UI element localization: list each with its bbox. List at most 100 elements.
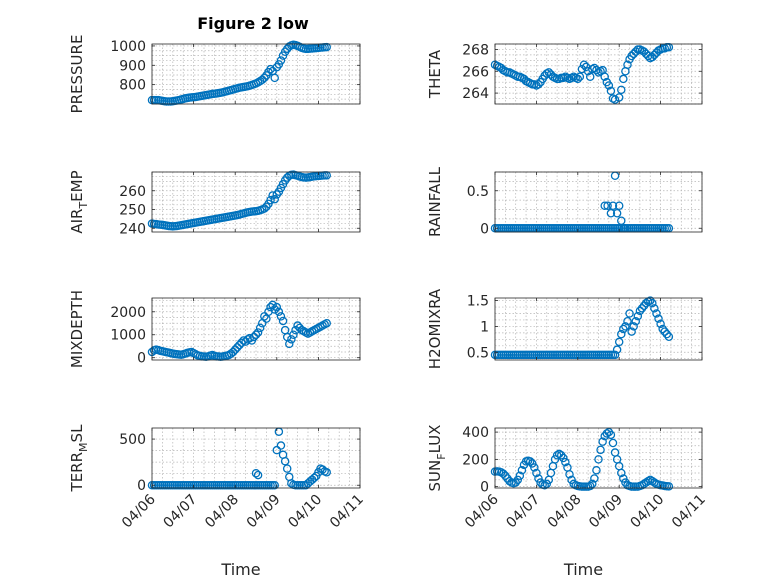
data-point — [505, 476, 514, 486]
x-tick-label: 04/07 — [161, 492, 201, 532]
data-point — [603, 201, 612, 210]
data-point — [596, 445, 605, 455]
data-point — [623, 316, 632, 326]
data-point — [579, 60, 589, 69]
plot-area — [495, 172, 702, 232]
y-tick-label: 800 — [119, 78, 146, 94]
data-point — [517, 466, 527, 475]
data-point — [251, 468, 261, 478]
data-point — [245, 333, 255, 343]
subplot-mixdepth: 0 1000 2000 MIXDEPTH — [68, 290, 361, 368]
data-point — [530, 463, 539, 472]
y-tick-label: 0 — [137, 478, 146, 494]
axes-box — [151, 171, 361, 233]
data-point — [664, 332, 674, 341]
data-point — [585, 481, 595, 491]
data-point — [643, 51, 653, 61]
y-axis-label: H2OMIXRA — [426, 288, 444, 369]
data-point — [513, 475, 523, 485]
y-tick-label: 268 — [462, 42, 489, 58]
y-tick-label: 0 — [480, 480, 489, 496]
data-point — [585, 72, 595, 81]
axes-box — [494, 171, 703, 233]
y-axis-label: RAINFALL — [426, 166, 444, 237]
y-axis-label: MIXDEPTH — [68, 290, 86, 368]
y-tick-label: 1000 — [110, 39, 146, 55]
data-point — [614, 337, 624, 347]
data-point — [559, 453, 568, 463]
data-point — [590, 474, 599, 483]
y-tick-label: 500 — [119, 432, 146, 448]
y-tick-label: 0 — [137, 351, 146, 367]
y-axis-label: THETA — [426, 49, 444, 99]
data-point — [588, 479, 597, 489]
x-axis-label: Time — [563, 560, 603, 579]
data-point — [662, 329, 672, 339]
data-point — [654, 314, 663, 323]
y-axis-label: SUNFLUX — [426, 425, 448, 492]
data-point — [619, 74, 628, 84]
data-point — [561, 457, 570, 467]
subplot-h2omixra: 0.5 1 1.5 H2OMIXRA — [426, 288, 703, 369]
y-tick-label: 1000 — [110, 328, 146, 344]
data-point — [600, 72, 609, 81]
subplot-air: 240 250 260 AIRTEMP — [68, 170, 361, 237]
subplot-terr: 0 500 04/06 04/07 04/08 04/09 04/10 04/11 Time TE… — [68, 424, 367, 579]
data-point — [648, 298, 657, 308]
data-point — [604, 81, 614, 90]
data-point — [534, 474, 543, 483]
data-point — [534, 80, 543, 89]
y-tick-label: 266 — [462, 64, 489, 80]
data-point — [270, 305, 279, 314]
y-tick-label: 0.5 — [467, 345, 489, 361]
data-point — [567, 475, 576, 485]
data-point — [278, 316, 288, 326]
data-point — [251, 330, 261, 339]
data-point — [282, 464, 292, 473]
data-point — [260, 73, 269, 83]
data-point — [280, 456, 290, 466]
x-tick-label: 04/09 — [586, 492, 626, 532]
data-point — [606, 430, 616, 440]
y-tick-label: 240 — [119, 221, 146, 237]
x-axis-label: Time — [220, 560, 260, 579]
data-point — [608, 438, 618, 448]
data-point — [230, 345, 240, 354]
data-point — [617, 329, 626, 339]
data-point — [664, 482, 674, 491]
data-point — [253, 328, 263, 337]
data-point — [542, 479, 552, 489]
x-tick-label: 04/10 — [285, 492, 325, 532]
data-point — [606, 208, 616, 218]
x-tick-label: 04/06 — [119, 491, 159, 531]
data-point — [608, 201, 618, 210]
x-tick-label: 04/11 — [669, 492, 709, 532]
y-axis-label: PRESSURE — [68, 35, 86, 114]
data-point — [293, 321, 302, 330]
y-axis-label: AIRTEMP — [68, 170, 90, 233]
y-tick-label: 0.5 — [467, 184, 489, 200]
data-point — [606, 86, 616, 96]
data-point — [287, 335, 296, 344]
subplot-rainfall: 0 0.5 RAINFALL — [426, 166, 703, 237]
x-tick-label: 04/07 — [503, 492, 543, 532]
data-point — [289, 330, 298, 339]
data-point — [322, 319, 331, 328]
plot-area — [152, 428, 360, 488]
data-point — [260, 312, 269, 321]
data-point — [592, 466, 601, 475]
data-point — [610, 350, 620, 360]
y-tick-label: 260 — [119, 184, 146, 200]
data-point — [656, 319, 665, 329]
data-point — [617, 85, 626, 95]
data-point — [532, 468, 541, 478]
data-point — [635, 306, 645, 316]
x-tick-label: 04/10 — [628, 492, 668, 532]
y-axis-label: TERRMSL — [68, 424, 90, 493]
data-point — [646, 296, 655, 305]
data-point — [515, 471, 525, 480]
data-point — [260, 204, 269, 213]
data-point — [612, 345, 622, 354]
data-point — [621, 322, 630, 331]
